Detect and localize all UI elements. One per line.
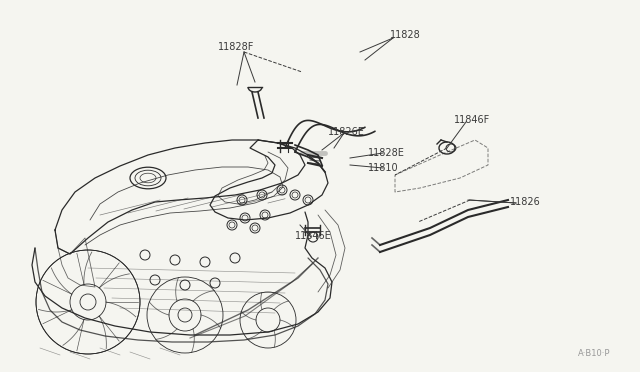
Text: 11846F: 11846F <box>454 115 490 125</box>
Text: 11828E: 11828E <box>368 148 405 158</box>
Text: 11810: 11810 <box>368 163 399 173</box>
Text: 11828F: 11828F <box>218 42 254 52</box>
Text: 11828: 11828 <box>390 30 420 40</box>
Text: 11826: 11826 <box>510 197 541 207</box>
Text: 11846E: 11846E <box>295 231 332 241</box>
Text: A·B10·P: A·B10·P <box>577 349 610 358</box>
Text: 11826E: 11826E <box>328 127 365 137</box>
